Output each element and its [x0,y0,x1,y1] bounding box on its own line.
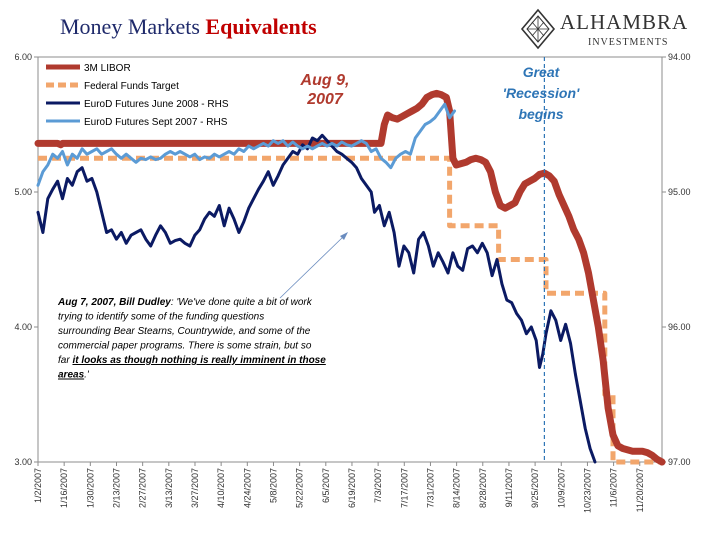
x-tick-label: 5/22/2007 [295,468,305,508]
recession-annotation: begins [518,106,563,122]
quote-arrow-line [279,235,345,299]
x-tick-label: 3/27/2007 [190,468,200,508]
x-tick-label: 9/11/2007 [504,468,514,507]
dudley-quote-fragment: commercial paper programs. There is some… [58,341,312,352]
logo-subtitle: INVESTMENTS [588,37,669,48]
x-tick-label: 4/24/2007 [242,468,252,508]
axes-layer: 6.00 5.00 4.00 3.00 94.00 95.00 96.00 97.00 1/2/… [14,52,690,513]
left-tick-label: 3.00 [14,457,32,467]
dudley-quote-fragment: it looks as though nothing is really imm… [72,355,326,366]
dudley-quote-fragment: far [58,355,72,366]
x-tick-label: 9/25/2007 [530,468,540,508]
x-tick-label: 1/2/2007 [33,468,43,503]
x-tick-label: 4/10/2007 [216,468,226,508]
quote-arrow-head [340,232,348,240]
plot-frame [37,56,663,463]
right-tick-label: 97.00 [668,457,691,467]
x-tick-label: 7/31/2007 [425,468,435,508]
x-tick-label: 7/3/2007 [373,468,383,503]
x-tick-label: 10/9/2007 [556,468,566,508]
dudley-quote-fragment: : 'We've done quite a bit of work [171,297,313,308]
left-tick-label: 6.00 [14,52,32,62]
x-tick-label: 1/30/2007 [85,468,95,508]
dudley-quote-fragment: areas [58,370,85,381]
x-tick-label: 7/17/2007 [399,468,409,508]
dudley-quote-fragment: Aug 7, 2007, Bill Dudley [57,297,171,308]
series-layer [34,57,666,466]
left-tick-label: 5.00 [14,187,32,197]
series-federal-funds-target [38,155,662,465]
dudley-quote-line: commercial paper programs. There is some… [58,341,312,352]
logo-name: ALHAMBRA [560,10,689,34]
x-tick-label: 8/14/2007 [452,468,462,508]
legend-label: 3M LIBOR [84,63,131,74]
left-tick-label: 4.00 [14,322,32,332]
right-tick-label: 96.00 [668,322,691,332]
x-tick-label: 5/8/2007 [268,468,278,503]
right-tick-label: 94.00 [668,52,691,62]
x-tick-label: 6/19/2007 [347,468,357,508]
legend-label: Federal Funds Target [84,81,179,92]
x-tick-label: 3/13/2007 [164,468,174,508]
legend-label: EuroD Futures Sept 2007 - RHS [84,117,228,128]
right-tick-label: 95.00 [668,187,691,197]
dudley-quote-line: surrounding Bear Stearns, Countrywide, a… [58,326,311,337]
dudley-quote-fragment: trying to identify some of the funding q… [58,312,264,323]
recession-annotation: 'Recession' [503,85,580,101]
x-tick-label: 6/5/2007 [321,468,331,503]
legend: 3M LIBOR Federal Funds Target EuroD Future… [46,63,229,128]
dudley-quote-fragment: surrounding Bear Stearns, Countrywide, a… [58,326,311,337]
x-tick-label: 2/27/2007 [138,468,148,508]
series-eurod-sept-2007 [36,102,456,187]
aug9-annotation: Aug 9, [300,72,350,89]
legend-label: EuroD Futures June 2008 - RHS [84,99,229,110]
title-part-1: Money Markets [60,14,200,39]
x-tick-label: 8/28/2007 [478,468,488,508]
aug9-annotation: 2007 [306,91,344,108]
x-tick-label: 11/20/2007 [635,468,645,512]
dudley-quote-line: areas.' [58,370,90,381]
x-tick-label: 2/13/2007 [111,468,121,508]
dudley-quote-line: Aug 7, 2007, Bill Dudley: 'We've done qu… [57,297,313,308]
recession-annotation: Great [523,64,561,80]
title-part-2: Equivalents [205,14,317,39]
x-tick-label: 11/6/2007 [609,468,619,507]
x-tick-label: 1/16/2007 [59,468,69,508]
series-eurod-june-2008 [36,133,597,464]
x-tick-label: 10/23/2007 [582,468,592,513]
diamond-logo-icon [520,8,556,50]
logo: ALHAMBRA INVESTMENTS [520,8,700,53]
page-title: Money Markets Equivalents [60,14,317,40]
dudley-quote-fragment: .' [84,370,90,381]
series-3m-libor [34,89,666,466]
dudley-quote-line: far it looks as though nothing is really… [58,355,326,366]
annotations-layer: Aug 9, 2007 Great 'Recession' begins Aug 7, 2… [57,64,580,381]
dudley-quote-line: trying to identify some of the funding q… [58,312,264,323]
